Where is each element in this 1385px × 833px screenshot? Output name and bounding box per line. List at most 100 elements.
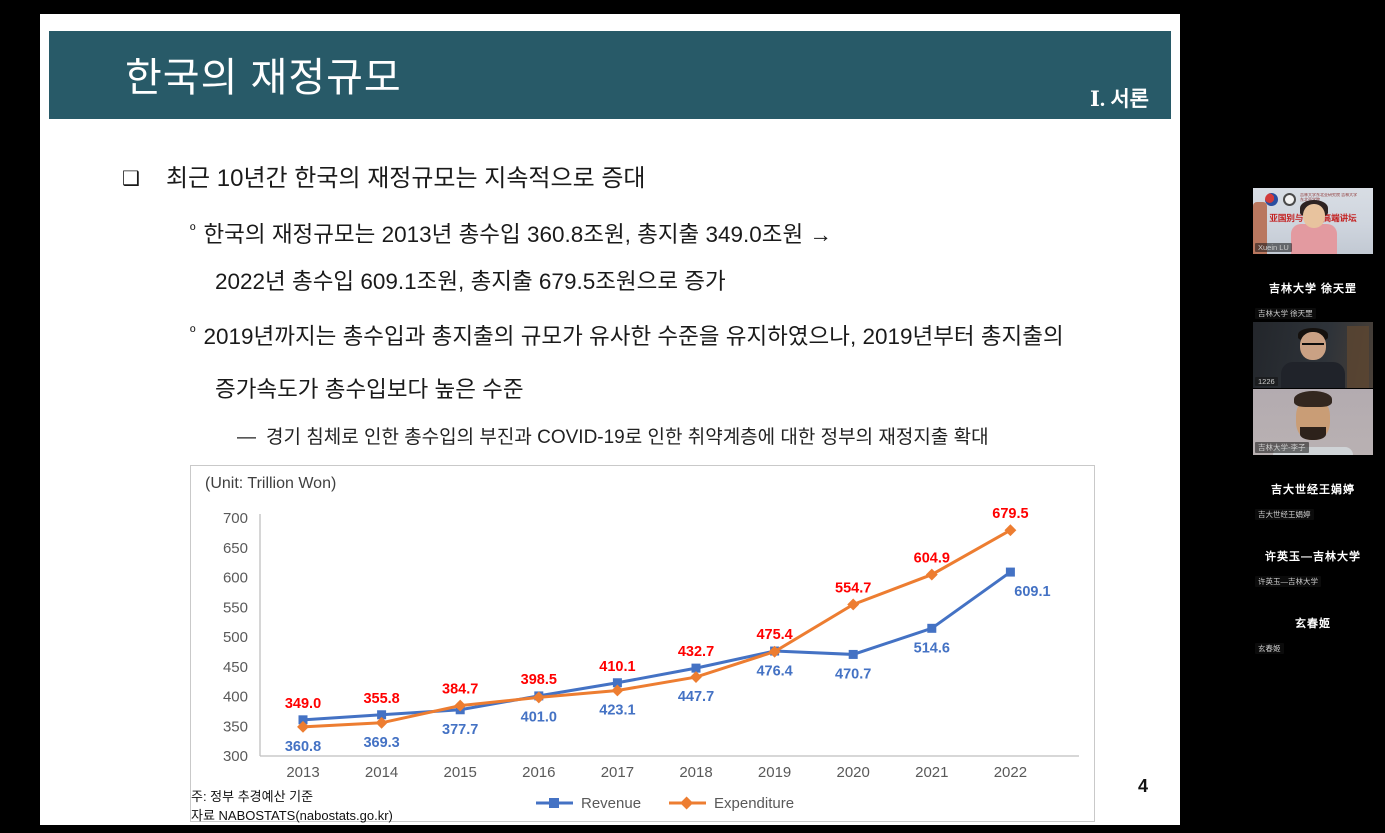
- bullet-sub1-line2-text: 2022년 총수입 609.1조원, 총지출 679.5조원으로 증가: [215, 269, 726, 294]
- revenue-data-label: 423.1: [599, 702, 635, 718]
- square-bullet-icon: ❑: [122, 168, 140, 190]
- bullet-dash-text: 경기 침체로 인한 총수입의 부진과 COVID-19로 인한 취약계층에 대한…: [266, 427, 989, 448]
- participant-video-dark-room: [1253, 322, 1373, 388]
- participant-tile[interactable]: 1226: [1253, 322, 1373, 388]
- expenditure-data-label: 432.7: [678, 644, 714, 660]
- participant-tile[interactable]: 吉林大学东北亚研究院 吉林大学东北亚学院 亚国别与 研究高端讲坛 Xuein LU: [1253, 188, 1373, 254]
- x-tick-label: 2013: [286, 764, 319, 781]
- expenditure-data-label: 554.7: [835, 580, 871, 596]
- x-tick-label: 2021: [915, 764, 948, 781]
- note-line1: 주: 정부 추경예산 기준: [191, 789, 314, 804]
- revenue-data-label: 514.6: [914, 640, 950, 656]
- marker-square: [927, 623, 937, 633]
- x-tick-label: 2018: [679, 764, 712, 781]
- bullet-sub1-line1-text: 한국의 재정규모는 2013년 총수입 360.8조원, 총지출 349.0조원…: [203, 222, 832, 247]
- participant-name-overlay: 1226: [1255, 377, 1278, 386]
- y-tick-label: 400: [223, 689, 248, 706]
- participant-hair: [1294, 391, 1332, 407]
- x-tick-label: 2019: [758, 764, 791, 781]
- participant-tile[interactable]: 玄春姬 玄春姬: [1253, 590, 1373, 656]
- meeting-participants-panel: 吉林大学东北亚研究院 吉林大学东北亚学院 亚国别与 研究高端讲坛 Xuein LU 吉…: [1253, 188, 1373, 657]
- revenue-data-label: 401.0: [521, 709, 557, 725]
- y-tick-label: 300: [223, 748, 248, 765]
- marker-square: [848, 649, 858, 659]
- participant-name-overlay: 吉林大学 徐天罡: [1255, 308, 1316, 319]
- participant-name-overlay: 吉林大学-李子: [1255, 442, 1309, 453]
- participant-name-centered: 吉林大学 徐天罡: [1268, 283, 1358, 295]
- expenditure-data-label: 679.5: [992, 506, 1028, 522]
- bullet-sub1-line2: 2022년 총수입 609.1조원, 총지출 679.5조원으로 증가: [215, 264, 726, 296]
- marker-diamond: [690, 671, 702, 683]
- participant-name-overlay: 许英玉—吉林大学: [1255, 576, 1321, 587]
- bullet-dash: — 경기 침체로 인한 총수입의 부진과 COVID-19로 인한 취약계층에 대…: [237, 422, 989, 449]
- bullet-sub2-line1: º 2019년까지는 총수입과 총지출의 규모가 유사한 수준을 유지하였으나, …: [190, 319, 1064, 351]
- bullet-sub1-line1: º 한국의 재정규모는 2013년 총수입 360.8조원, 총지출 349.0조…: [190, 217, 832, 249]
- legend-expenditure-label: Expenditure: [714, 795, 794, 812]
- series-line-expenditure: [302, 528, 1012, 729]
- banner-logo-text: 吉林大学东北亚研究院 吉林大学东北亚学院: [1300, 193, 1358, 202]
- x-tick-label: 2017: [601, 764, 634, 781]
- marker-square: [298, 715, 308, 725]
- participant-name-centered: 许英玉—吉林大学: [1265, 551, 1361, 563]
- revenue-data-label: 377.7: [442, 722, 478, 738]
- legend-revenue-label: Revenue: [581, 795, 641, 812]
- fiscal-line-chart: 700 650 600 550 500 450 400 350 300 2013 2014 2015 2…: [223, 506, 1079, 812]
- marker-square: [691, 663, 701, 673]
- bullet-main: ❑ 최근 10년간 한국의 재정규모는 지속적으로 증대: [122, 158, 646, 193]
- fiscal-chart-box: (Unit: Trillion Won) 700 650 600 550 500 450 4…: [190, 465, 1095, 822]
- revenue-data-label: 470.7: [835, 666, 871, 682]
- speaker-face: [1303, 204, 1325, 228]
- dash-bullet-icon: —: [237, 427, 256, 448]
- bullet-sub2-line2-text: 증가속도가 총수입보다 높은 수준: [215, 377, 524, 402]
- bullet-sub2-line2: 증가속도가 총수입보다 높은 수준: [215, 372, 524, 404]
- presentation-slide: 한국의 재정규모 Ⅰ. 서론 ❑ 최근 10년간 한국의 재정규모는 지속적으로 …: [40, 14, 1180, 825]
- revenue-data-label: 447.7: [678, 689, 714, 705]
- y-tick-label: 500: [223, 629, 248, 646]
- participant-beard: [1300, 427, 1326, 440]
- chart-unit-label: (Unit: Trillion Won): [205, 475, 337, 492]
- participant-name-centered: 玄春姬: [1295, 618, 1331, 630]
- legend-revenue-marker: [549, 798, 559, 808]
- participant-tile[interactable]: 吉大世经王娟婷 吉大世经王娟婷: [1253, 456, 1373, 522]
- x-tick-label: 2014: [365, 764, 398, 781]
- marker-square: [1005, 567, 1015, 577]
- revenue-data-label: 369.3: [363, 735, 399, 751]
- participant-tile[interactable]: 吉林大学 徐天罡 吉林大学 徐天罡: [1253, 255, 1373, 321]
- slide-title: 한국의 재정규모: [125, 56, 402, 100]
- circle-bullet-icon: º: [190, 222, 196, 239]
- participant-tile[interactable]: 吉林大学-李子: [1253, 389, 1373, 455]
- participant-torso: [1281, 362, 1345, 388]
- legend-expenditure-marker: [680, 796, 694, 810]
- revenue-data-label: 609.1: [1014, 584, 1050, 600]
- revenue-data-label: 476.4: [756, 664, 792, 680]
- university-logo-icon: [1265, 193, 1278, 206]
- y-tick-label: 700: [223, 510, 248, 527]
- bullet-sub2-line1-text: 2019년까지는 총수입과 총지출의 규모가 유사한 수준을 유지하였으나, 2…: [203, 324, 1064, 349]
- section-label: Ⅰ. 서론: [1090, 87, 1149, 111]
- y-tick-label: 650: [223, 540, 248, 557]
- chart-source-notes: 주: 정부 추경예산 기준 자료 NABOSTATS(nabostats.go.…: [191, 787, 393, 825]
- marker-square: [377, 710, 387, 720]
- participant-name-overlay: Xuein LU: [1255, 243, 1292, 252]
- expenditure-data-label: 410.1: [599, 659, 635, 675]
- expenditure-data-label: 604.9: [914, 551, 950, 567]
- x-tick-label: 2020: [837, 764, 870, 781]
- marker-diamond: [1004, 524, 1017, 537]
- series-line-revenue: [302, 570, 1012, 722]
- expenditure-data-label: 349.0: [285, 696, 321, 712]
- note-line2: 자료 NABOSTATS(nabostats.go.kr): [191, 808, 393, 823]
- expenditure-data-label: 475.4: [756, 627, 792, 643]
- y-tick-label: 550: [223, 599, 248, 616]
- bullet-main-text: 최근 10년간 한국의 재정규모는 지속적으로 증대: [165, 165, 646, 192]
- participant-video-banner: 吉林大学东北亚研究院 吉林大学东北亚学院 亚国别与 研究高端讲坛: [1253, 188, 1373, 254]
- participant-face: [1300, 332, 1326, 360]
- glasses-icon: [1302, 343, 1324, 350]
- y-tick-label: 600: [223, 570, 248, 587]
- institute-logo-icon: [1283, 193, 1296, 206]
- y-tick-label: 450: [223, 659, 248, 676]
- marker-diamond: [925, 568, 938, 581]
- revenue-data-label: 360.8: [285, 739, 321, 755]
- page-number: 4: [1138, 776, 1149, 796]
- y-tick-label: 350: [223, 718, 248, 735]
- participant-tile[interactable]: 许英玉—吉林大学 许英玉—吉林大学: [1253, 523, 1373, 589]
